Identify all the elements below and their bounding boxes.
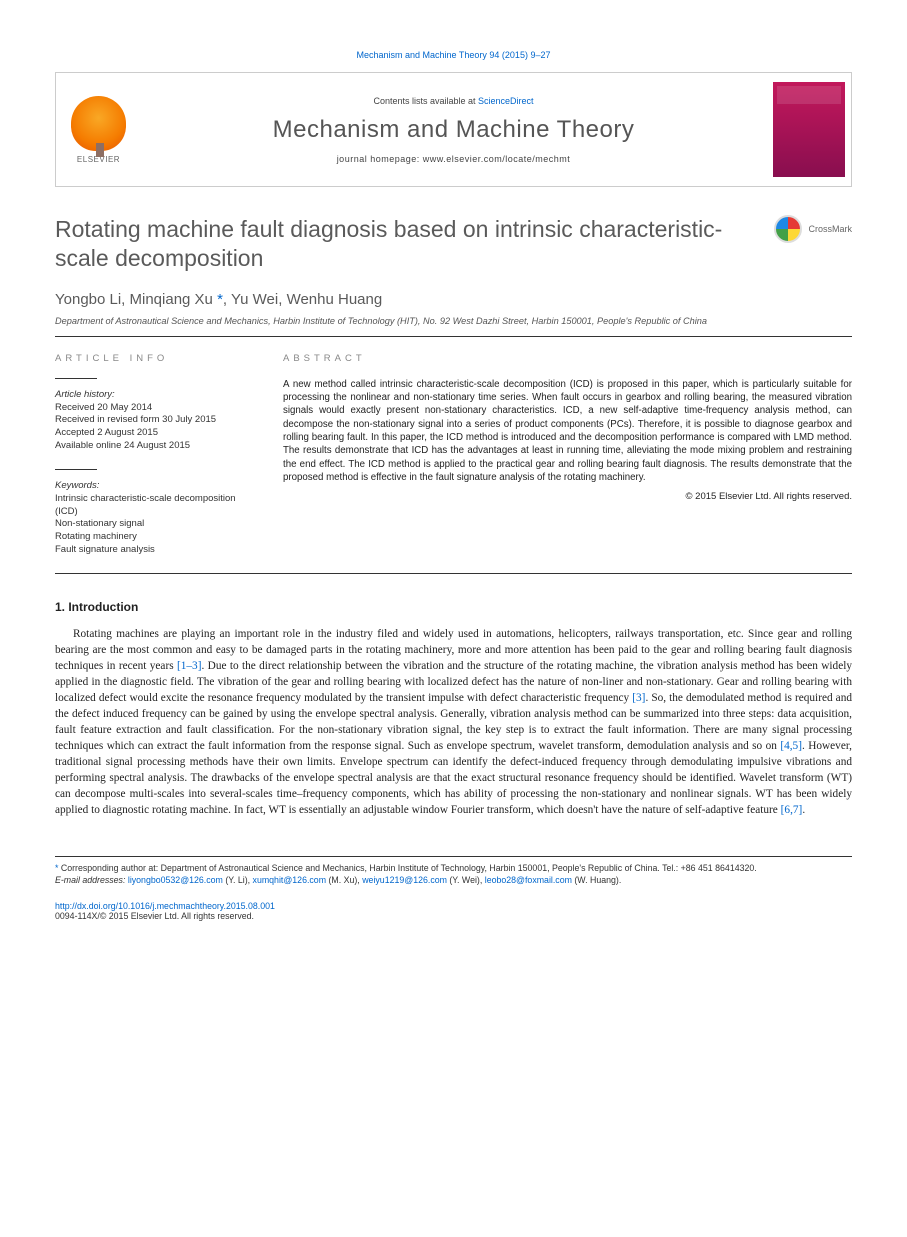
history-line: Received in revised form 30 July 2015: [55, 414, 247, 427]
author-group-1: Yongbo Li, Minqiang Xu: [55, 291, 213, 308]
sciencedirect-link[interactable]: ScienceDirect: [478, 96, 534, 106]
elsevier-tree-icon: [71, 96, 126, 151]
keyword: Intrinsic characteristic-scale decomposi…: [55, 493, 247, 519]
contents-line: Contents lists available at ScienceDirec…: [141, 96, 766, 106]
abstract-copyright: © 2015 Elsevier Ltd. All rights reserved…: [283, 491, 852, 502]
banner-center: Contents lists available at ScienceDirec…: [141, 73, 766, 186]
keyword: Rotating machinery: [55, 531, 247, 544]
affiliation: Department of Astronautical Science and …: [55, 316, 852, 337]
issn-copyright-line: 0094-114X/© 2015 Elsevier Ltd. All right…: [55, 911, 852, 921]
email-footnote: E-mail addresses: liyongbo0532@126.com (…: [55, 875, 852, 887]
journal-cover-thumb: [773, 82, 845, 177]
footer-block: * Corresponding author at: Department of…: [55, 856, 852, 887]
email-link[interactable]: xumqhit@126.com: [253, 875, 326, 885]
journal-banner: ELSEVIER Contents lists available at Sci…: [55, 72, 852, 187]
publisher-logo-box: ELSEVIER: [56, 73, 141, 186]
page: Mechanism and Machine Theory 94 (2015) 9…: [0, 0, 907, 951]
crossmark-label: CrossMark: [808, 224, 852, 234]
history-line: Received 20 May 2014: [55, 402, 247, 415]
keyword: Fault signature analysis: [55, 544, 247, 557]
email-link[interactable]: leobo28@foxmail.com: [485, 875, 572, 885]
doi-block: http://dx.doi.org/10.1016/j.mechmachtheo…: [55, 901, 852, 921]
history-label: Article history:: [55, 389, 247, 400]
article-title: Rotating machine fault diagnosis based o…: [55, 215, 774, 273]
info-divider-1: [55, 378, 97, 379]
citation-link[interactable]: [3]: [632, 692, 645, 704]
history-line: Available online 24 August 2015: [55, 440, 247, 453]
article-info-column: ARTICLE INFO Article history: Received 2…: [55, 337, 265, 573]
homepage-line: journal homepage: www.elsevier.com/locat…: [141, 154, 766, 164]
contents-prefix: Contents lists available at: [373, 96, 478, 106]
title-row: Rotating machine fault diagnosis based o…: [55, 215, 852, 273]
article-info-heading: ARTICLE INFO: [55, 353, 247, 364]
citation-link[interactable]: [6,7]: [781, 804, 803, 816]
email-attribution: (Y. Li),: [223, 875, 253, 885]
author-group-2: , Yu Wei, Wenhu Huang: [223, 291, 382, 308]
info-divider-2: [55, 469, 97, 470]
homepage-url: www.elsevier.com/locate/mechmt: [423, 154, 571, 164]
corresponding-footnote: * Corresponding author at: Department of…: [55, 863, 852, 875]
email-attribution: (Y. Wei),: [447, 875, 485, 885]
citation-link[interactable]: [1–3]: [177, 660, 201, 672]
crossmark-icon: [774, 215, 802, 243]
corresponding-star: *: [213, 291, 223, 308]
history-line: Accepted 2 August 2015: [55, 427, 247, 440]
running-citation: Mechanism and Machine Theory 94 (2015) 9…: [55, 50, 852, 60]
doi-link[interactable]: http://dx.doi.org/10.1016/j.mechmachtheo…: [55, 901, 275, 911]
keyword: Non-stationary signal: [55, 518, 247, 531]
journal-name: Mechanism and Machine Theory: [141, 116, 766, 144]
abstract-column: ABSTRACT A new method called intrinsic c…: [265, 337, 852, 573]
section-heading-introduction: 1. Introduction: [55, 600, 852, 614]
email-attribution: (M. Xu),: [326, 875, 362, 885]
email-link[interactable]: liyongbo0532@126.com: [128, 875, 223, 885]
abstract-text: A new method called intrinsic characteri…: [283, 378, 852, 485]
email-link[interactable]: weiyu1219@126.com: [362, 875, 447, 885]
info-abstract-block: ARTICLE INFO Article history: Received 2…: [55, 337, 852, 574]
homepage-label: journal homepage:: [337, 154, 423, 164]
authors-line: Yongbo Li, Minqiang Xu *, Yu Wei, Wenhu …: [55, 291, 852, 308]
email-label: E-mail addresses:: [55, 875, 128, 885]
email-attribution: (W. Huang).: [572, 875, 621, 885]
abstract-heading: ABSTRACT: [283, 353, 852, 364]
corr-author-note: Corresponding author at: Department of A…: [61, 863, 757, 873]
citation-link[interactable]: [4,5]: [780, 740, 802, 752]
intro-paragraph: Rotating machines are playing an importa…: [55, 626, 852, 818]
cover-thumb-box: [766, 73, 851, 186]
keywords-label: Keywords:: [55, 480, 247, 491]
crossmark-badge[interactable]: CrossMark: [774, 215, 852, 243]
